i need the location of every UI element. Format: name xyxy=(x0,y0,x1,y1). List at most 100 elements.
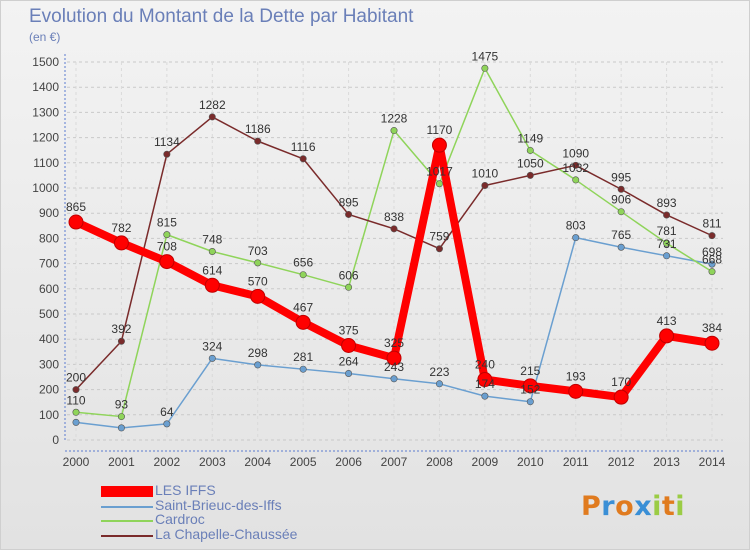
data-label: 1090 xyxy=(562,146,589,160)
chart-subtitle: (en €) xyxy=(29,30,61,44)
x-tick-label: 2006 xyxy=(335,455,362,469)
x-tick-label: 2013 xyxy=(653,455,680,469)
data-label: 174 xyxy=(475,377,495,391)
y-tick-label: 1100 xyxy=(33,156,59,170)
legend-label: LES IFFS xyxy=(155,482,216,498)
data-point xyxy=(117,424,125,432)
data-point xyxy=(708,260,716,268)
x-tick-label: 2007 xyxy=(381,455,408,469)
data-label: 467 xyxy=(293,300,313,314)
data-point xyxy=(435,180,443,188)
data-point xyxy=(481,64,489,72)
data-point xyxy=(617,243,625,251)
data-point xyxy=(663,211,671,219)
data-point xyxy=(254,137,262,145)
data-point xyxy=(113,235,129,251)
data-label: 1475 xyxy=(472,49,499,63)
data-label: 698 xyxy=(702,245,722,259)
chart-title: Evolution du Montant de la Dette par Hab… xyxy=(29,6,414,27)
data-label: 731 xyxy=(657,237,677,251)
data-label: 110 xyxy=(66,393,85,407)
data-point xyxy=(386,350,402,366)
data-label: 865 xyxy=(66,200,86,214)
data-label: 668 xyxy=(702,253,722,267)
data-point xyxy=(477,372,493,388)
y-tick-label: 300 xyxy=(39,357,59,371)
data-label: 1116 xyxy=(291,140,316,154)
data-point xyxy=(481,181,489,189)
data-point xyxy=(617,208,625,216)
y-tick-label: 500 xyxy=(39,307,59,321)
data-label: 215 xyxy=(520,364,540,378)
data-point xyxy=(663,239,671,247)
data-label: 384 xyxy=(702,321,722,335)
data-label: 413 xyxy=(657,314,677,328)
data-point xyxy=(526,146,534,154)
data-label: 200 xyxy=(66,371,86,385)
y-tick-label: 800 xyxy=(39,231,59,245)
data-label: 375 xyxy=(339,324,359,338)
y-tick-label: 400 xyxy=(39,332,59,346)
data-point xyxy=(708,268,716,276)
data-label: 748 xyxy=(202,233,222,247)
data-point xyxy=(208,113,216,121)
data-point xyxy=(163,420,171,428)
y-tick-label: 1300 xyxy=(32,105,59,119)
legend-swatch xyxy=(101,505,153,508)
data-point xyxy=(613,389,629,405)
data-point xyxy=(208,354,216,362)
data-point xyxy=(526,398,534,406)
data-label: 193 xyxy=(566,369,586,383)
data-point xyxy=(663,252,671,260)
data-label: 811 xyxy=(702,217,721,231)
data-labels: 865 782 708 614 570 467 375 325 1170 240 215 193 170… xyxy=(66,49,722,419)
data-label: 264 xyxy=(339,354,359,368)
logo-letter: o xyxy=(615,491,635,522)
data-point xyxy=(299,155,307,163)
data-label: 1050 xyxy=(517,156,544,170)
data-point xyxy=(72,386,80,394)
data-label: 1149 xyxy=(517,131,543,145)
data-point xyxy=(299,271,307,279)
data-point xyxy=(159,254,175,270)
data-label: 223 xyxy=(429,365,449,379)
data-point xyxy=(295,314,311,330)
x-tick-label: 2000 xyxy=(63,455,90,469)
data-point xyxy=(435,245,443,253)
data-point xyxy=(568,383,584,399)
data-point xyxy=(204,277,220,293)
data-point xyxy=(68,214,84,230)
data-point xyxy=(572,234,580,242)
data-label: 782 xyxy=(111,221,131,235)
data-label: 759 xyxy=(429,230,449,244)
data-label: 614 xyxy=(202,263,222,277)
x-tick-label: 2010 xyxy=(517,455,544,469)
y-tick-label: 200 xyxy=(39,383,59,397)
data-label: 325 xyxy=(384,336,404,350)
data-label: 1017 xyxy=(426,165,453,179)
data-label: 243 xyxy=(384,360,404,374)
legend-swatch xyxy=(101,520,153,522)
data-label: 895 xyxy=(339,195,359,209)
x-tick-label: 2011 xyxy=(563,455,589,469)
data-point xyxy=(208,248,216,256)
data-label: 281 xyxy=(293,350,313,364)
y-tick-label: 1000 xyxy=(32,181,59,195)
data-point xyxy=(345,283,353,291)
data-label: 1134 xyxy=(154,135,180,149)
data-point xyxy=(435,380,443,388)
series-saint-brieuc-des-iffs xyxy=(72,234,716,432)
x-tick-label: 2014 xyxy=(699,455,726,469)
data-label: 392 xyxy=(111,322,131,336)
x-tick-label: 2008 xyxy=(426,455,453,469)
x-tick-label: 2001 xyxy=(108,455,135,469)
data-label: 152 xyxy=(520,383,540,397)
data-label: 324 xyxy=(202,339,222,353)
x-tick-label: 2002 xyxy=(154,455,181,469)
data-point xyxy=(345,369,353,377)
logo-letter: x xyxy=(634,491,653,522)
data-label: 838 xyxy=(384,210,404,224)
data-label: 240 xyxy=(475,358,495,372)
data-point xyxy=(526,171,534,179)
